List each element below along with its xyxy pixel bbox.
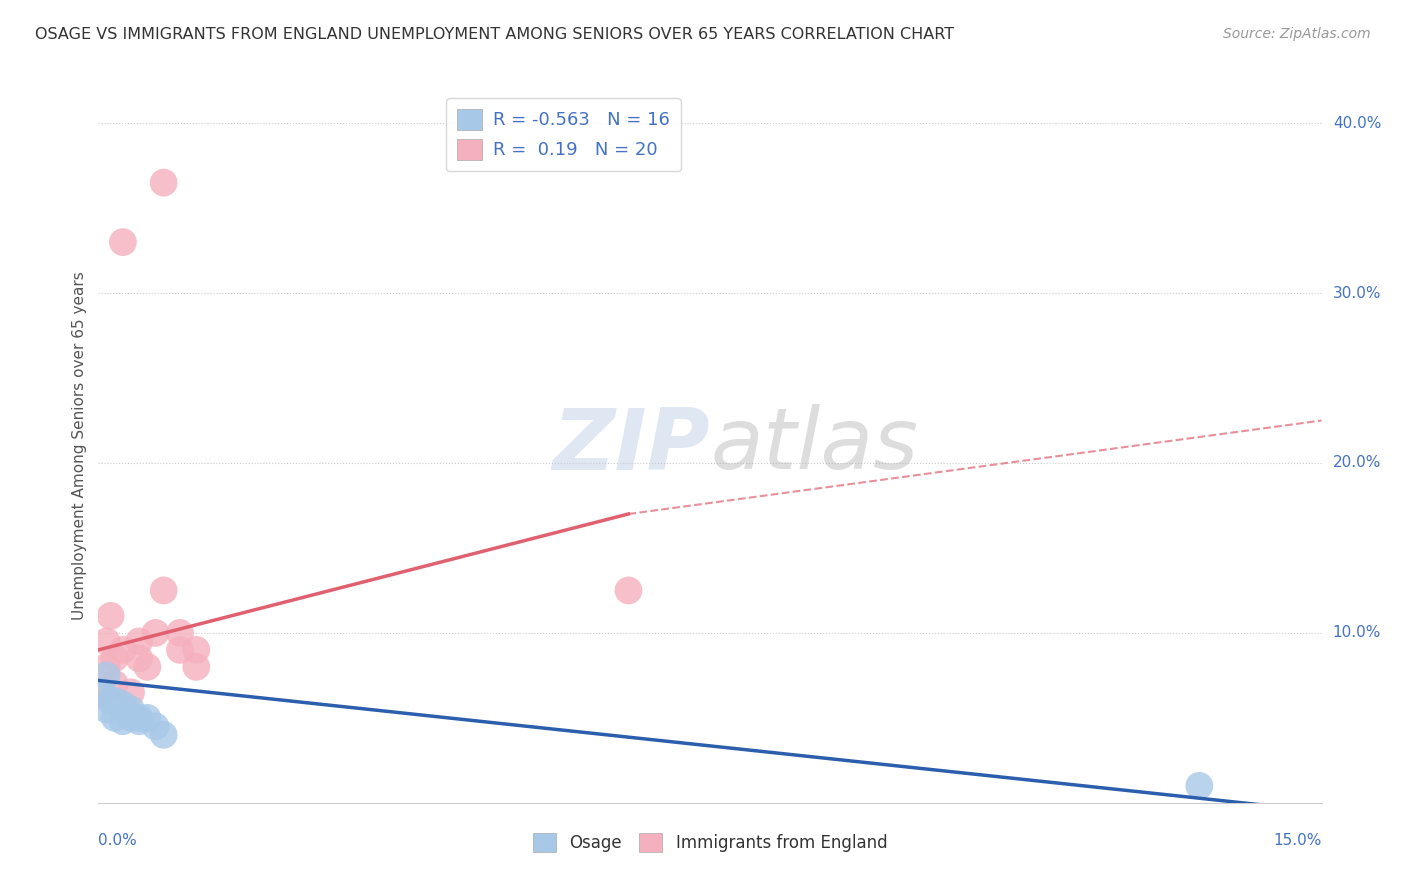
Point — [96, 634, 118, 648]
Point — [111, 235, 134, 249]
Point — [104, 651, 127, 665]
Point — [104, 677, 127, 691]
Point — [136, 711, 159, 725]
Text: 10.0%: 10.0% — [1333, 625, 1381, 640]
Y-axis label: Unemployment Among Seniors over 65 years: Unemployment Among Seniors over 65 years — [72, 272, 87, 620]
Point — [111, 714, 134, 729]
Point — [136, 660, 159, 674]
Point — [120, 711, 142, 725]
Text: 20.0%: 20.0% — [1333, 456, 1381, 470]
Point — [96, 660, 118, 674]
Text: 40.0%: 40.0% — [1333, 116, 1381, 131]
Point — [152, 176, 174, 190]
Point — [186, 660, 208, 674]
Point — [1188, 779, 1211, 793]
Point — [617, 583, 640, 598]
Point — [128, 714, 150, 729]
Point — [128, 711, 150, 725]
Point — [128, 634, 150, 648]
Text: 30.0%: 30.0% — [1333, 285, 1381, 301]
Text: atlas: atlas — [710, 404, 918, 488]
Text: 15.0%: 15.0% — [1274, 833, 1322, 848]
Point — [186, 643, 208, 657]
Point — [100, 694, 122, 708]
Point — [100, 608, 122, 623]
Point — [145, 719, 167, 733]
Text: OSAGE VS IMMIGRANTS FROM ENGLAND UNEMPLOYMENT AMONG SENIORS OVER 65 YEARS CORREL: OSAGE VS IMMIGRANTS FROM ENGLAND UNEMPLO… — [35, 27, 955, 42]
Point — [111, 643, 134, 657]
Point — [96, 702, 118, 716]
Point — [145, 626, 167, 640]
Point — [96, 668, 118, 682]
Point — [91, 685, 114, 699]
Text: ZIP: ZIP — [553, 404, 710, 488]
Point — [91, 685, 114, 699]
Point — [169, 643, 191, 657]
Point — [104, 711, 127, 725]
Point — [128, 651, 150, 665]
Point — [152, 583, 174, 598]
Text: 0.0%: 0.0% — [98, 833, 138, 848]
Point — [169, 626, 191, 640]
Text: Source: ZipAtlas.com: Source: ZipAtlas.com — [1223, 27, 1371, 41]
Point — [152, 728, 174, 742]
Legend: Osage, Immigrants from England: Osage, Immigrants from England — [526, 826, 894, 859]
Point — [111, 698, 134, 712]
Point — [104, 694, 127, 708]
Point — [120, 702, 142, 716]
Point — [120, 685, 142, 699]
